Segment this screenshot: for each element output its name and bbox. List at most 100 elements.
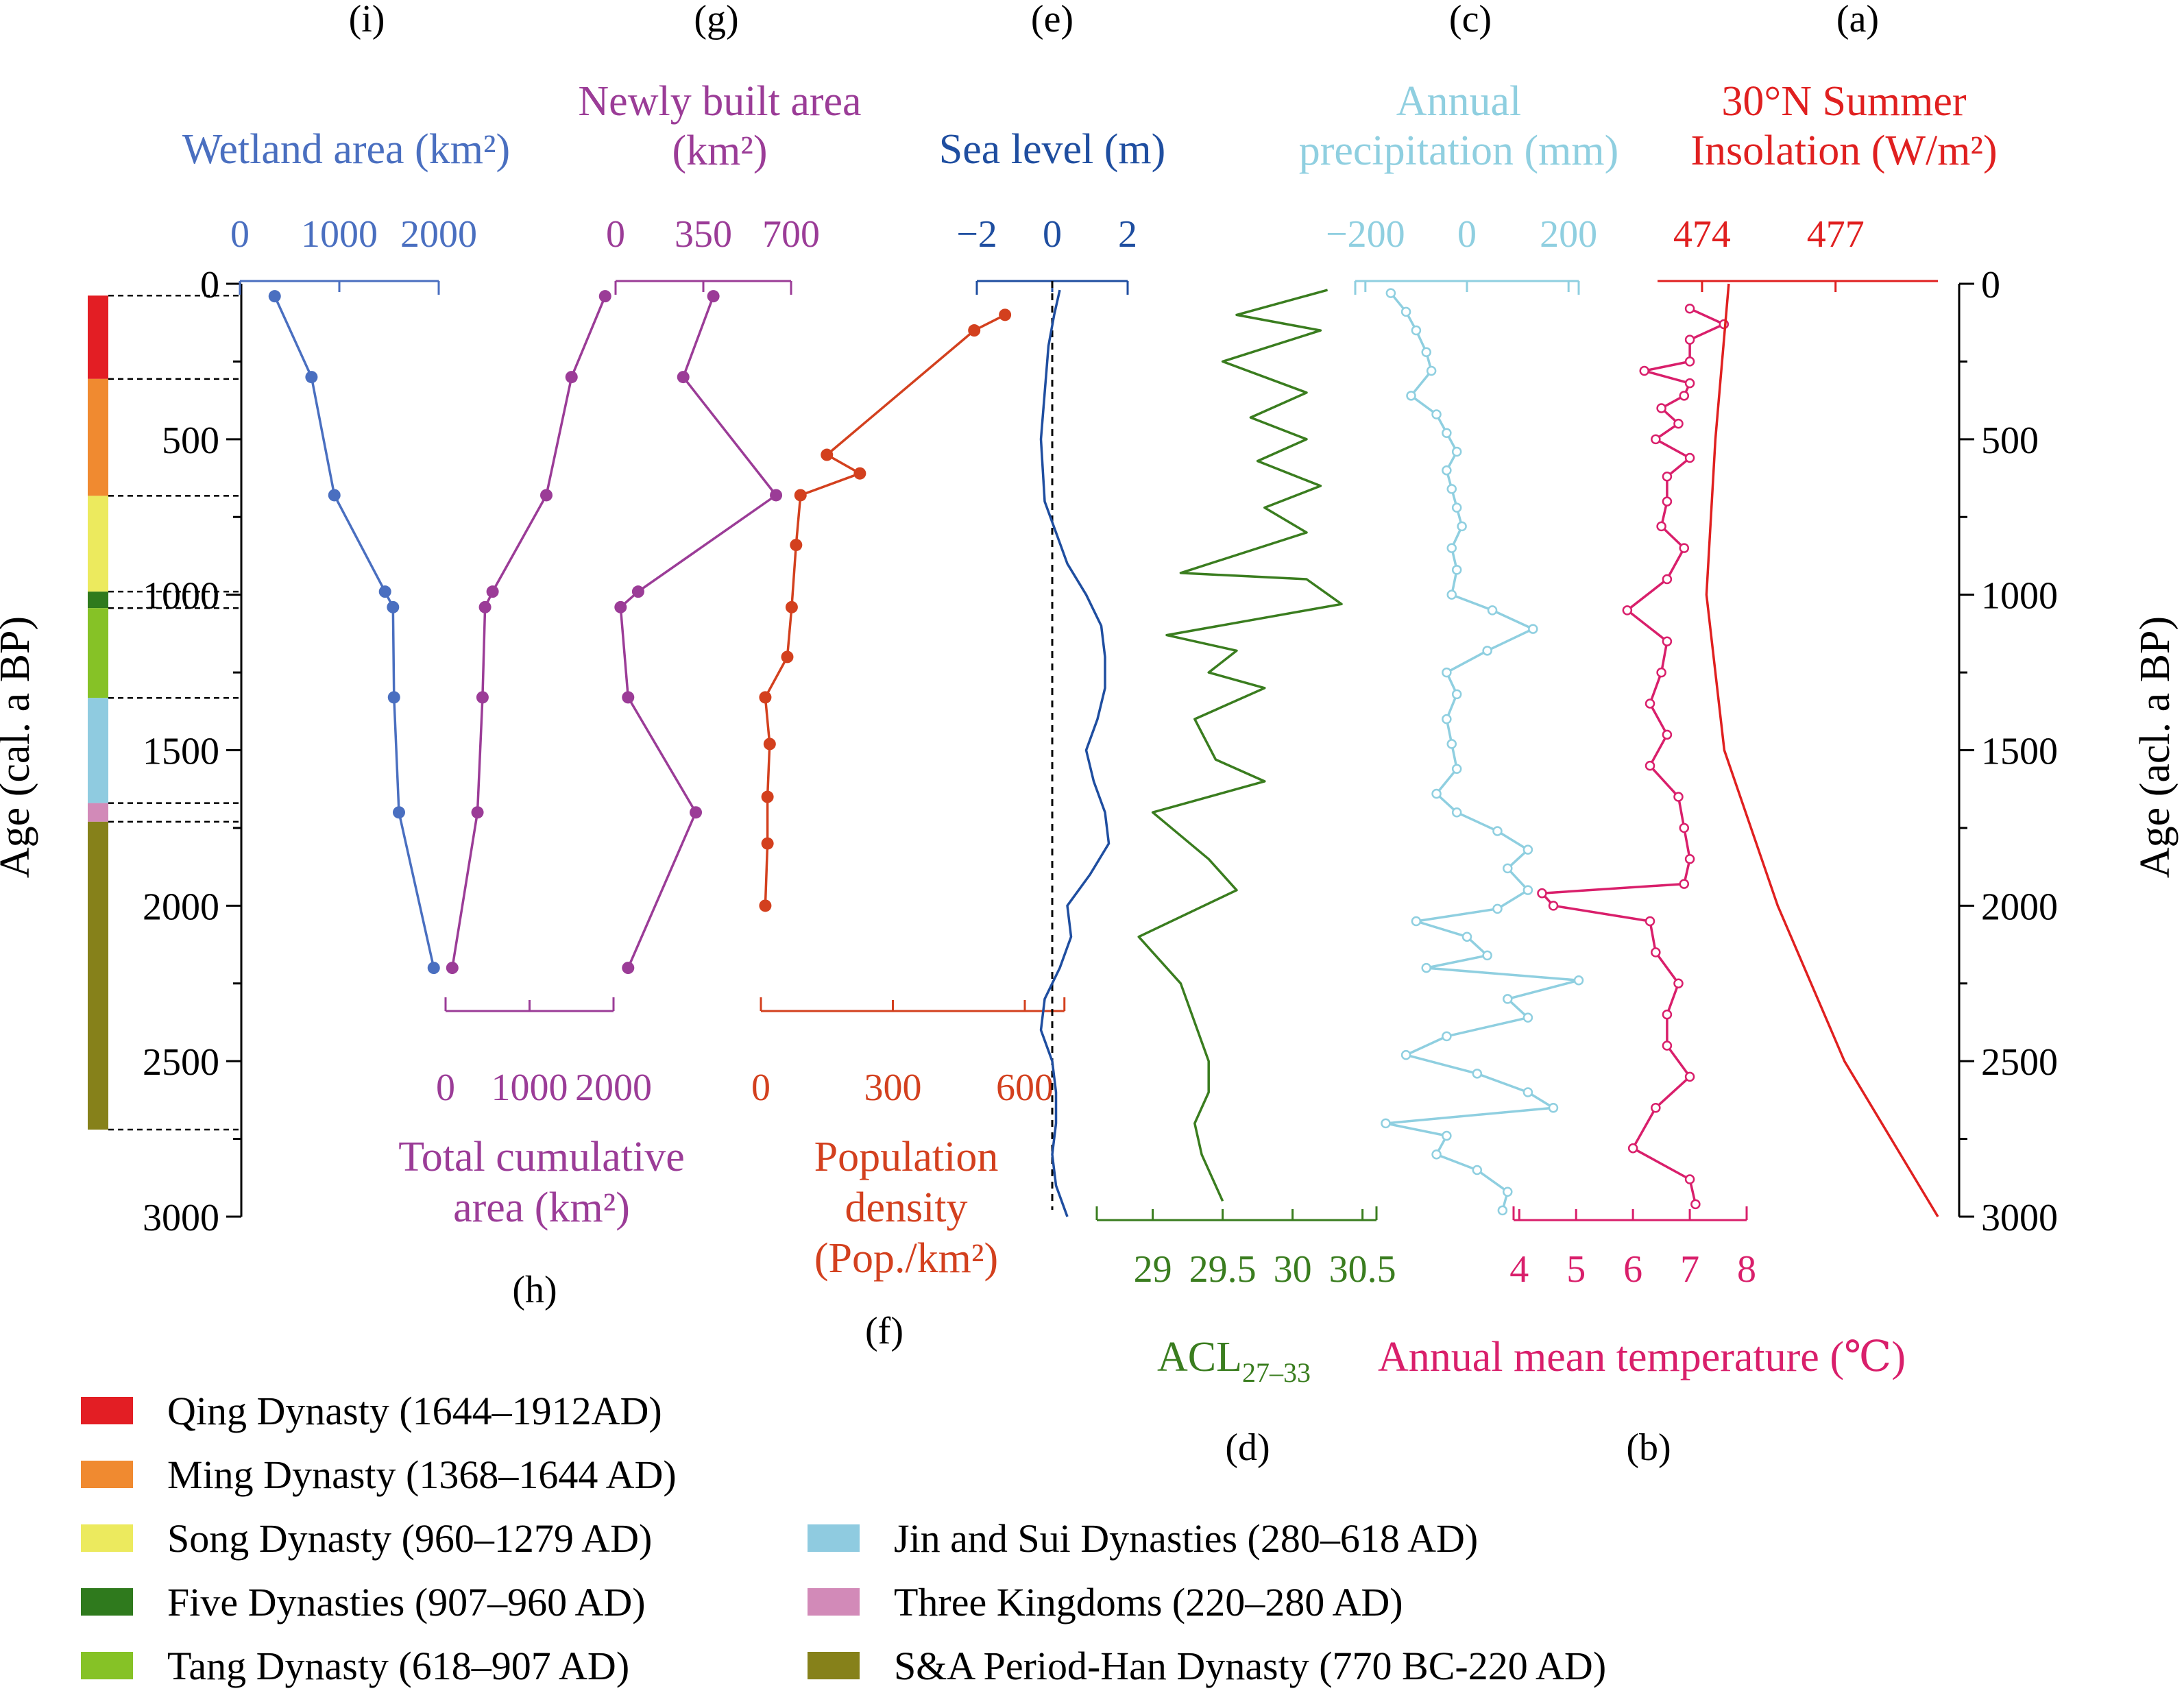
panel-c-data-point [1472,1069,1483,1079]
legend-label-7: S&A Period-Han Dynasty (770 BC-220 AD) [894,1644,1606,1688]
panel-b-data-point [1679,391,1690,401]
panel-h-data-point [478,600,492,613]
panel-c-data-point [1446,484,1457,494]
panel-b-data-point [1645,760,1655,771]
panel-c-data-point [1421,962,1431,973]
panel-f-series-line [764,313,1006,906]
panel-c-data-point [1472,1165,1483,1176]
panel-b-data-point [1662,574,1673,585]
population-title-line1: Population [814,1134,999,1180]
panel-f-data-point [790,539,803,552]
panel-i-data-point [305,371,318,384]
panel-c-data-point [1446,739,1457,749]
panel-c-data-point [1548,1102,1559,1113]
panel-letter-g: (g) [694,0,738,40]
panel-c-data-point [1421,347,1431,358]
panel-c-data-point [1522,844,1533,855]
panel-letter-h: (h) [512,1269,557,1311]
panel-h-data-point [565,371,578,384]
panel-b-tick-label: 8 [1737,1248,1756,1291]
dynasty-segment-2 [88,496,108,592]
right-age-axis-title: Age (acl. a BP) [2132,616,2179,878]
panel-b-tick-label: 4 [1509,1248,1529,1291]
panel-b-data-point [1548,901,1559,911]
panel-c-tick-label: 200 [1540,213,1597,256]
legend-swatch-3 [81,1588,133,1616]
panel-c-data-point [1482,950,1492,961]
panel-c-data-point [1522,885,1533,895]
panel-g-tick-label: 0 [606,213,625,256]
panel-f-data-point [785,600,798,613]
panel-f-data-point [821,448,834,461]
panel-f-data-point [759,899,772,912]
panel-b-data-point [1662,472,1673,482]
panel-c-data-point [1457,521,1467,532]
panel-g-tick-label: 350 [675,213,732,256]
panel-b-data-point [1684,452,1695,463]
right-age-tick-label: 1500 [1981,731,2058,773]
panel-i-data-point [268,290,281,303]
panel-b-data-point [1662,636,1673,646]
legend-swatch-5 [808,1524,860,1552]
panel-i-series-line [274,295,435,969]
population-title-line3: (Pop./km²) [814,1235,998,1282]
panel-g-data-point [614,600,627,613]
panel-h-data-point [540,489,553,502]
panel-c-data-point [1451,502,1462,513]
panel-b-data-point [1673,418,1684,429]
panel-c-data-point [1411,916,1422,927]
dynasty-segment-0 [88,295,108,379]
panel-c-data-point [1442,714,1452,725]
panel-c-data-point [1442,428,1452,439]
panel-b-data-point [1645,916,1655,927]
legend-label-4: Tang Dynasty (618–907 AD) [167,1644,629,1688]
panel-f-data-point [759,691,772,704]
dynasty-segment-4 [88,608,108,698]
panel-f-data-point [763,738,776,751]
panel-c-data-point [1451,565,1462,575]
panel-b-data-point [1679,879,1690,889]
panel-b-data-point [1684,854,1695,864]
panel-b-data-point [1684,378,1695,389]
acl-title-sub: 27–33 [1242,1357,1311,1388]
legend-label-0: Qing Dynasty (1644–1912AD) [167,1389,662,1433]
panel-b-data-point [1645,698,1655,709]
panel-i-data-point [387,691,400,704]
panel-c-data-point [1461,932,1472,942]
built-title-line1: Newly built area [578,78,861,125]
panel-c-data-point [1482,646,1492,656]
panel-c-data-point [1400,1049,1411,1060]
panel-c-data-point [1406,391,1416,401]
panel-c-data-point [1522,1012,1533,1023]
panel-f-data-point [761,837,774,850]
left-age-tick-label: 0 [200,264,219,306]
right-age-tick-label: 1000 [1981,575,2058,618]
panel-f-data-point [968,324,981,337]
panel-b-data-point [1656,667,1666,678]
dynasty-segment-1 [88,378,108,496]
legend-swatch-7 [808,1652,860,1679]
panel-b-data-point [1684,1174,1695,1184]
panel-b-data-point [1622,605,1633,616]
panel-g-data-point [631,585,644,598]
panel-i-data-point [393,806,405,819]
legend-swatch-6 [808,1588,860,1616]
panel-b-data-point [1684,304,1695,314]
total-area-title-line1: Total cumulative [398,1134,684,1180]
panel-f-data-point [761,790,774,803]
panel-b-data-point [1651,947,1661,958]
panel-c-data-point [1451,764,1462,774]
panel-f-tick-label: 0 [751,1067,771,1109]
panel-b-data-point [1673,978,1684,988]
dynasty-segment-5 [88,698,108,803]
panel-b-data-point [1656,521,1666,532]
acl-title-main: ACL [1157,1334,1242,1380]
panel-g: 0 350 700 [606,213,820,975]
dynasty-segment-6 [88,803,108,822]
panel-h-data-point [446,962,459,975]
legend-label-6: Three Kingdoms (220–280 AD) [894,1580,1403,1624]
panel-f-data-point [853,467,866,480]
panel-i-data-point [378,585,391,598]
panel-g-tick-label: 700 [762,213,820,256]
panel-i-data-point [328,489,341,502]
